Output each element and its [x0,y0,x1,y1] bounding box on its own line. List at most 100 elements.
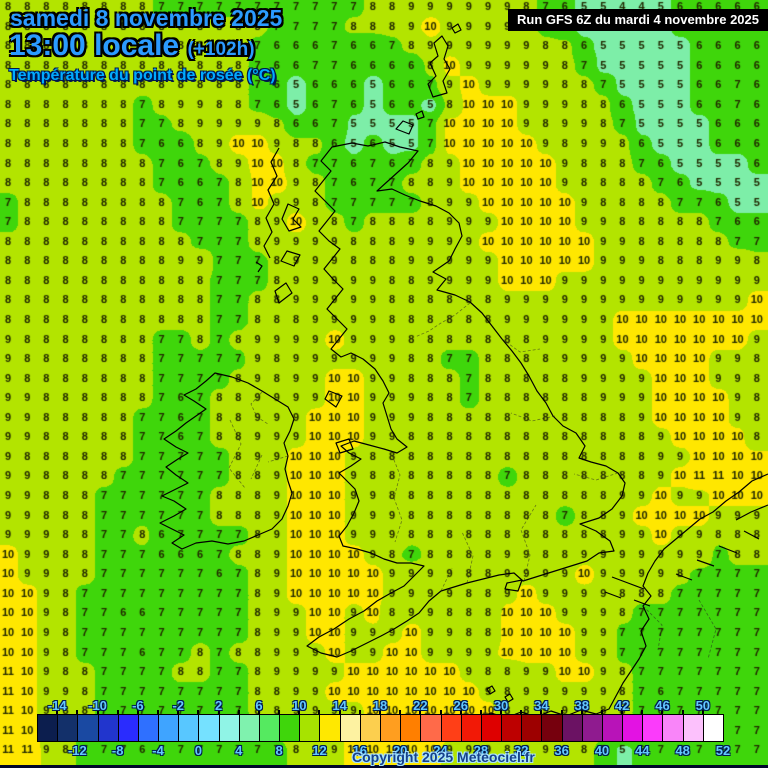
colorbar-tick-label: 8 [275,743,283,758]
colorbar-cell [662,714,684,742]
colorbar-cell [117,714,139,742]
colorbar-cell [158,714,180,742]
colorbar-cell [642,714,664,742]
colorbar-tick-label: -6 [132,698,144,713]
colorbar-tick-label: -10 [88,698,107,713]
colorbar-cell [521,714,543,742]
colorbar-cell [218,714,240,742]
colorbar-cell [77,714,99,742]
colorbar-cell [682,714,704,742]
colorbar-tick-label: 50 [695,698,711,713]
colorbar-cell [299,714,321,742]
colorbar-tick-label: 0 [194,743,203,758]
copyright-label: Copyright 2025 Meteociel.fr [352,749,535,765]
colorbar-tick [157,710,160,714]
colorbar-tick [358,710,361,714]
time-title: 13:00 locale (+102h) [9,29,255,63]
colorbar-tick-label: 42 [614,698,630,713]
colorbar-tick-label: 10 [292,698,307,713]
colorbar-tick-label: -14 [47,698,67,713]
colorbar-tick [278,710,281,714]
colorbar-tick [177,710,180,714]
colorbar-cell [258,714,281,742]
colorbar-tick-label: 2 [214,698,223,713]
colorbar-tick-label: 12 [312,743,327,758]
colorbar-cell [238,714,260,742]
colorbar-tick [136,710,139,714]
colorbar-tick [338,710,341,714]
colorbar-cell [97,714,119,742]
colorbar-tick-label: 34 [534,698,549,713]
colorbar-tick-label: 46 [655,698,670,713]
colorbar-tick [318,710,321,714]
colorbar-tick [379,710,381,714]
colorbar-tick-label: -2 [172,698,185,713]
colorbar-cell [581,714,603,742]
colorbar-tick [520,710,523,714]
colorbar-tick [298,710,301,714]
colorbar-tick [116,710,119,714]
colorbar-cell [198,714,220,742]
forecast-offset-label: (+102h) [187,39,255,60]
colorbar-tick [600,710,603,714]
date-title: samedi 8 novembre 2025 [10,5,283,31]
colorbar-cell [460,714,482,742]
colorbar-tick-label: 48 [675,743,690,758]
colorbar-tick [76,710,79,714]
colorbar-tick-label: 36 [554,743,569,758]
colorbar-cell [501,714,523,742]
colorbar-tick [479,710,482,714]
colorbar-tick-label: 20 [392,743,408,758]
colorbar-cell [137,714,160,742]
local-time-label: 13:00 locale [9,29,180,62]
colorbar-cell [561,714,583,742]
bottom-border [0,765,768,768]
colorbar-tick-label: 4 [235,743,243,758]
colorbar-cell [359,714,381,742]
colorbar-tick-label: 52 [715,743,731,758]
colorbar-tick [257,710,260,714]
colorbar-cell [702,714,724,742]
colorbar-tick-label: -4 [152,743,164,758]
colorbar-tick [399,710,402,714]
colorbar-cell [622,714,644,742]
colorbar-tick-label: 26 [453,698,468,713]
colorbar-tick-label: 38 [574,698,589,713]
colorbar-tick-label: 14 [332,698,347,713]
colorbar-tick-label: 44 [635,743,650,758]
colorbar-tick [641,710,644,714]
colorbar-cell [57,714,79,742]
colorbar-cell [601,714,624,742]
colorbar-tick-label: -12 [67,743,87,758]
run-info-box: Run GFS 6Z du mardi 4 novembre 2025 [508,9,768,31]
colorbar-tick-label: 24 [433,743,448,758]
colorbar-tick [237,710,240,714]
colorbar-cell [440,714,462,742]
colorbar-tick-label: 40 [594,743,610,758]
colorbar-tick-label: 30 [493,698,509,713]
colorbar-tick-label: 6 [255,698,263,713]
colorbar-tick-label: 28 [473,743,489,758]
colorbar-cell [178,714,200,742]
colorbar-tick [197,710,200,714]
colorbar-tick-label: 32 [514,743,529,758]
colorbar-tick [560,710,563,714]
colorbar-cell [319,714,341,742]
parameter-title: Température du point de rosée (°C) [9,67,276,84]
colorbar-cell [480,714,503,742]
colorbar-tick-label: 18 [372,698,388,713]
colorbar-tick [439,710,442,714]
colorbar-cell [339,714,361,742]
colorbar-cell [380,714,402,742]
colorbar-cell [400,714,422,742]
colorbar-tick-label: 16 [352,743,368,758]
colorbar-tick [681,710,684,714]
colorbar-tick-label: -8 [111,743,124,758]
colorbar-cell [37,714,59,742]
colorbar-cell [420,714,442,742]
colorbar-tick [419,710,422,714]
colorbar-tick [56,710,59,714]
colorbar-tick-label: 22 [413,698,428,713]
